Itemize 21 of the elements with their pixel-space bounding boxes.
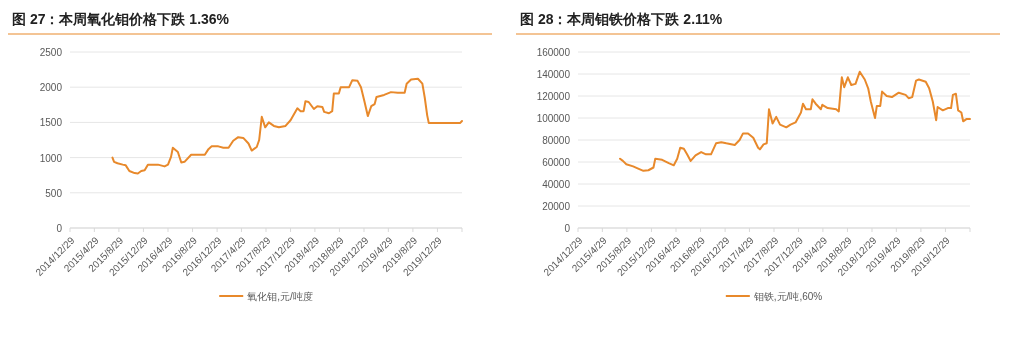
y-tick-label: 40000: [542, 179, 571, 190]
line-series: [111, 77, 463, 175]
y-tick-label: 2500: [39, 47, 63, 58]
y-tick-label: 1000: [39, 152, 63, 164]
y-tick-label: 2000: [39, 82, 63, 94]
y-tick-label: 120000: [536, 91, 571, 102]
legend-label: 氧化钼,元/吨度: [247, 291, 313, 302]
y-tick-label: 160000: [536, 47, 571, 58]
legend-label: 钼铁,元/吨,60%: [752, 291, 823, 302]
y-tick-label: 20000: [542, 201, 571, 212]
chart-title: 图 27：本周氧化钼价格下跌 1.36%: [12, 11, 230, 27]
y-tick-label: 100000: [536, 113, 571, 124]
y-tick-label: 0: [56, 223, 63, 234]
y-tick-label: 0: [564, 223, 571, 234]
y-tick-label: 500: [45, 187, 63, 199]
y-tick-label: 60000: [542, 157, 571, 168]
y-tick-label: 1500: [39, 117, 63, 129]
y-tick-label: 80000: [542, 135, 571, 146]
y-tick-label: 140000: [536, 69, 571, 80]
chart-title: 图 28：本周钼铁价格下跌 2.11%: [520, 11, 723, 27]
line-series: [619, 70, 971, 172]
